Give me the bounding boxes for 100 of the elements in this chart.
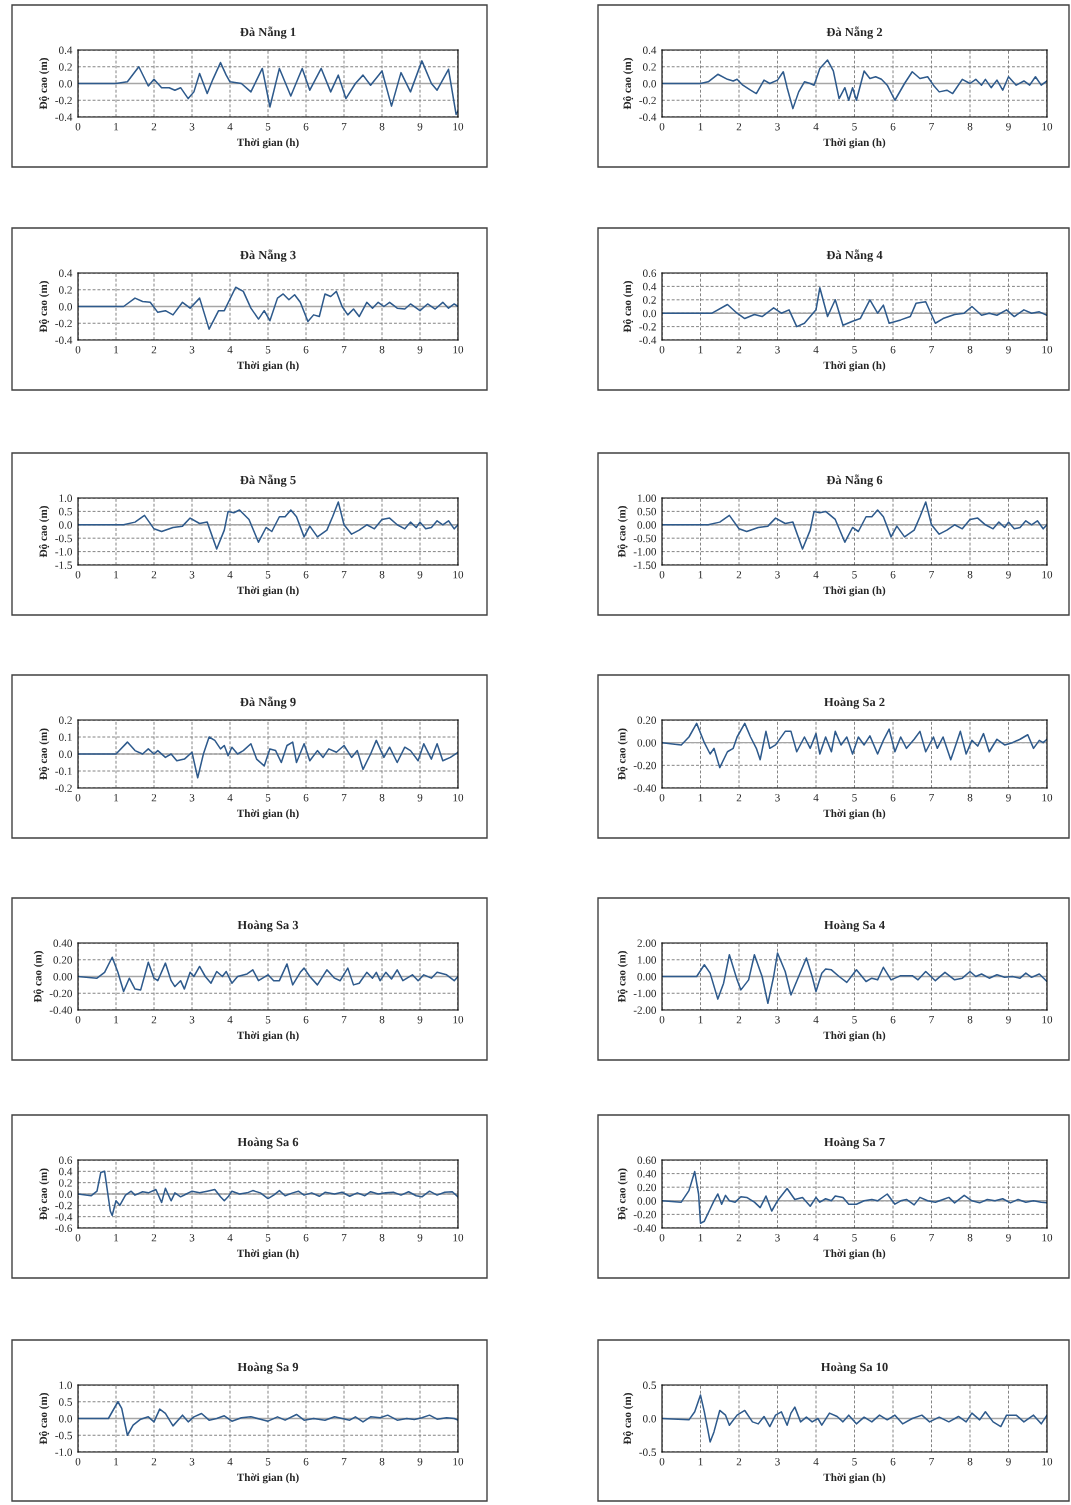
y-tick-label: 0.0 bbox=[58, 521, 73, 529]
y-tick-label: 0.20 bbox=[637, 1183, 657, 1192]
x-tick-label: 2 bbox=[736, 345, 742, 354]
x-tick-label: 5 bbox=[852, 1457, 857, 1466]
x-tick-label: 5 bbox=[265, 570, 271, 579]
x-tick-label: 4 bbox=[227, 345, 233, 354]
x-axis-title: Thời gian (h) bbox=[823, 586, 886, 597]
x-tick-label: 4 bbox=[813, 345, 819, 354]
x-axis-title: Thời gian (h) bbox=[237, 1249, 299, 1260]
y-tick-label: 0.0 bbox=[642, 1414, 657, 1423]
x-tick-label: 6 bbox=[303, 1233, 309, 1242]
x-tick-label: 6 bbox=[890, 345, 896, 354]
x-tick-label: 1 bbox=[698, 570, 703, 579]
x-tick-label: 0 bbox=[659, 345, 665, 354]
x-tick-label: 2 bbox=[736, 1015, 742, 1024]
y-tick-label: -0.4 bbox=[55, 336, 73, 345]
y-tick-label: -0.4 bbox=[639, 336, 657, 345]
x-tick-label: 2 bbox=[151, 1015, 157, 1024]
y-tick-label: 0.5 bbox=[58, 1398, 73, 1406]
y-tick-label: -0.40 bbox=[633, 1224, 657, 1233]
x-tick-label: 5 bbox=[852, 793, 857, 802]
x-tick-label: 1 bbox=[114, 570, 119, 579]
x-tick-label: 7 bbox=[929, 345, 934, 354]
y-tick-label: 0.60 bbox=[637, 1156, 657, 1165]
x-tick-label: 9 bbox=[1006, 1457, 1011, 1466]
x-tick-label: 3 bbox=[189, 1015, 195, 1024]
y-axis-title: Độ cao (m) bbox=[617, 728, 628, 780]
y-tick-label: -0.40 bbox=[49, 1006, 73, 1015]
x-tick-label: 9 bbox=[417, 793, 423, 802]
x-tick-label: 4 bbox=[813, 1457, 819, 1466]
y-tick-label: 0.4 bbox=[58, 46, 73, 55]
y-tick-label: -1.0 bbox=[55, 1448, 73, 1457]
y-tick-label: -0.50 bbox=[633, 534, 657, 543]
y-tick-label: 0.2 bbox=[642, 63, 656, 71]
x-tick-label: 4 bbox=[813, 793, 819, 802]
x-tick-label: 9 bbox=[1006, 345, 1011, 354]
x-tick-label: 6 bbox=[890, 793, 896, 802]
x-axis-title: Thời gian (h) bbox=[237, 138, 299, 149]
y-tick-label: 0.2 bbox=[58, 63, 72, 71]
x-tick-label: 10 bbox=[453, 570, 464, 579]
chart-title: Hoàng Sa 4 bbox=[824, 920, 885, 932]
x-tick-label: 10 bbox=[453, 122, 464, 131]
x-tick-label: 1 bbox=[698, 1015, 703, 1024]
line-series bbox=[662, 59, 1047, 110]
x-tick-label: 2 bbox=[736, 570, 742, 579]
y-tick-label: -0.5 bbox=[55, 534, 73, 543]
x-tick-label: 5 bbox=[265, 122, 271, 131]
chart-title: Đà Nẵng 6 bbox=[826, 474, 883, 487]
y-axis-title: Độ cao (m) bbox=[617, 506, 628, 558]
y-tick-label: -0.20 bbox=[49, 989, 73, 998]
y-tick-label: 0.0 bbox=[642, 309, 657, 318]
y-tick-label: 0.5 bbox=[642, 1381, 657, 1390]
chart-title: Hoàng Sa 6 bbox=[237, 1137, 299, 1149]
x-tick-label: 1 bbox=[698, 793, 703, 802]
x-tick-label: 9 bbox=[417, 1233, 423, 1242]
x-tick-label: 0 bbox=[659, 1015, 665, 1024]
x-tick-label: 4 bbox=[227, 1015, 233, 1024]
chart-title: Đà Nẵng 2 bbox=[826, 26, 883, 39]
x-tick-label: 7 bbox=[341, 122, 347, 131]
y-tick-label: -0.1 bbox=[55, 767, 72, 776]
x-tick-label: 1 bbox=[114, 1457, 119, 1466]
x-tick-label: 0 bbox=[75, 122, 81, 131]
y-tick-label: -0.40 bbox=[633, 784, 657, 793]
x-tick-label: 0 bbox=[659, 793, 665, 802]
y-axis-title: Độ cao (m) bbox=[33, 951, 44, 1003]
x-tick-label: 7 bbox=[929, 1457, 934, 1466]
x-axis-title: Thời gian (h) bbox=[237, 1473, 299, 1484]
chart-title: Hoàng Sa 7 bbox=[824, 1137, 885, 1149]
x-tick-label: 8 bbox=[967, 345, 973, 354]
y-tick-label: -0.6 bbox=[55, 1224, 73, 1233]
x-tick-label: 5 bbox=[265, 1015, 271, 1024]
x-tick-label: 9 bbox=[1006, 793, 1011, 802]
x-tick-label: 7 bbox=[929, 793, 934, 802]
x-tick-label: 10 bbox=[1042, 1457, 1053, 1466]
x-tick-label: 8 bbox=[967, 570, 973, 579]
y-tick-label: 0.20 bbox=[637, 716, 657, 725]
x-tick-label: 2 bbox=[151, 1457, 157, 1466]
y-axis-title: Độ cao (m) bbox=[623, 1393, 634, 1445]
x-tick-label: 7 bbox=[341, 570, 347, 579]
chart-title: Hoàng Sa 9 bbox=[237, 1362, 299, 1374]
x-tick-label: 7 bbox=[929, 570, 934, 579]
y-tick-label: 1.00 bbox=[637, 494, 657, 503]
chart-title: Đà Nẵng 3 bbox=[240, 249, 296, 262]
y-tick-label: 0.0 bbox=[642, 79, 657, 88]
x-tick-label: 3 bbox=[775, 570, 780, 579]
x-tick-label: 0 bbox=[659, 1233, 665, 1242]
y-tick-label: 0.2 bbox=[58, 1179, 72, 1187]
y-tick-label: 0.0 bbox=[58, 79, 73, 88]
x-tick-label: 5 bbox=[852, 345, 857, 354]
x-tick-label: 6 bbox=[890, 122, 896, 131]
x-tick-label: 1 bbox=[114, 345, 119, 354]
x-tick-label: 6 bbox=[890, 1015, 896, 1024]
x-tick-label: 10 bbox=[453, 793, 464, 802]
x-tick-label: 8 bbox=[379, 570, 385, 579]
x-tick-label: 7 bbox=[341, 1233, 347, 1242]
x-tick-label: 1 bbox=[698, 345, 703, 354]
x-axis-title: Thời gian (h) bbox=[237, 361, 299, 372]
x-axis-title: Thời gian (h) bbox=[823, 809, 886, 820]
x-tick-label: 9 bbox=[417, 345, 423, 354]
x-tick-label: 2 bbox=[151, 1233, 157, 1242]
